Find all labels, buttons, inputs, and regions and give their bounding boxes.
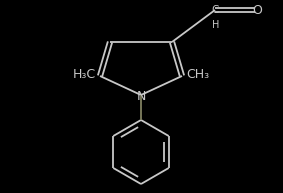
Text: H: H	[212, 20, 220, 30]
Text: CH₃: CH₃	[186, 69, 209, 81]
Text: O: O	[252, 3, 262, 16]
Text: H₃C: H₃C	[73, 69, 96, 81]
Text: C: C	[211, 5, 219, 15]
Text: N: N	[136, 90, 146, 102]
